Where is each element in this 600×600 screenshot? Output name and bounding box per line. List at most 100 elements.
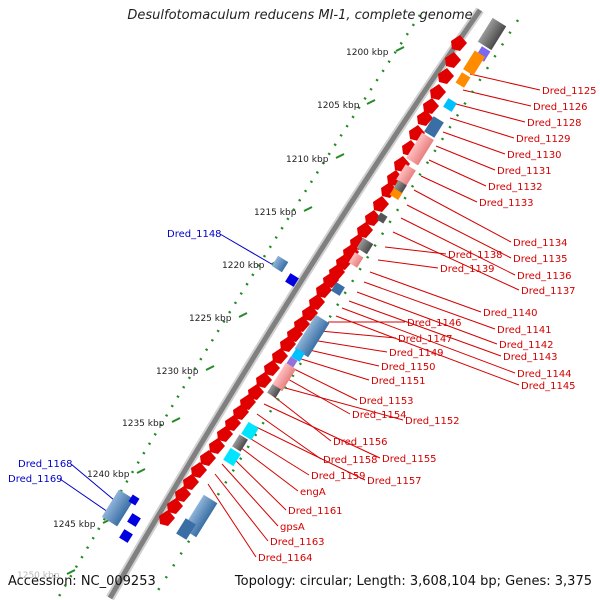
gene-label: Dred_1135 (513, 254, 568, 265)
cds-arrow (240, 394, 256, 410)
leader-line (420, 175, 478, 203)
cds-arrow (309, 294, 325, 310)
leader-line (377, 259, 439, 269)
gene-label: Dred_1147 (398, 334, 453, 345)
scale-label: 1240 kbp (87, 470, 130, 480)
gene-label: Dred_1141 (497, 325, 552, 336)
map-title: Desulfotomaculum reducens MI-1, complete… (127, 8, 473, 23)
gene-label: Dred_1126 (533, 102, 588, 113)
leader-line (469, 73, 541, 91)
scale-tick-mark (335, 153, 345, 159)
leader-line (335, 315, 520, 386)
gene-block (272, 362, 296, 392)
leader-line (348, 300, 502, 357)
leader-line (256, 413, 322, 460)
gene-label: Dred_1149 (389, 348, 444, 359)
scale-label: 1225 kbp (189, 314, 232, 324)
gene-label: Dred_1136 (517, 271, 572, 282)
gene-block (477, 17, 507, 51)
scale-tick-mark (136, 468, 146, 474)
gene-label: Dred_1130 (507, 150, 562, 161)
leader-line (369, 271, 482, 313)
gene-label: Dred_1144 (517, 369, 572, 380)
blue-gene-block (271, 255, 289, 273)
highlight-leader-line (59, 478, 109, 513)
highlight-gene-label: Dred_1148 (167, 229, 222, 240)
scale-tick-mark (303, 206, 313, 212)
cds-arrow (191, 462, 207, 478)
gene-label: Dred_1128 (527, 118, 582, 129)
gene-block (396, 164, 416, 186)
leader-line (235, 443, 299, 492)
gene-label: Dred_1154 (352, 410, 407, 421)
leader-line (363, 281, 496, 330)
gene-block (232, 434, 248, 452)
leader-line (242, 433, 310, 476)
gene-label: Dred_1151 (371, 376, 426, 387)
outer-tick-track (56, 14, 422, 599)
cds-arrow (280, 336, 296, 352)
leader-line (384, 246, 447, 255)
gene-block (406, 132, 434, 166)
scale-label: 1215 kbp (254, 208, 297, 218)
leader-line (442, 131, 506, 155)
cds-arrow (175, 486, 191, 502)
scale-label: 1200 kbp (346, 48, 389, 58)
cds-arrow (225, 415, 241, 431)
gene-label: Dred_1132 (488, 182, 543, 193)
gene-label: Dred_1150 (381, 362, 436, 373)
leader-line (277, 385, 404, 421)
gene-features (101, 17, 507, 543)
gene-block (294, 314, 330, 358)
scale-tick-mark (366, 99, 376, 105)
gene-label: Dred_1163 (270, 537, 325, 548)
gene-label: Dred_1153 (359, 396, 414, 407)
cds-arrow (430, 84, 446, 100)
highlight-gene-label: Dred_1169 (8, 474, 63, 485)
scale-label: 1245 kbp (53, 520, 96, 530)
leader-line (285, 377, 351, 415)
leader-line (413, 189, 512, 243)
leader-line (214, 473, 269, 542)
gene-block (267, 384, 281, 398)
cds-arrow (272, 348, 288, 364)
cds-arrow (365, 210, 381, 226)
cds-arrow (200, 450, 216, 466)
cds-arrow (323, 272, 339, 288)
leader-line (304, 348, 380, 367)
gene-label: gpsA (280, 522, 305, 533)
gene-block (443, 98, 457, 112)
cds-arrow (302, 305, 318, 321)
leader-line (263, 403, 381, 459)
highlight-gene-label: Dred_1168 (18, 459, 73, 470)
scale-tick-mark (171, 417, 181, 423)
gene-block (223, 447, 241, 467)
gene-block (348, 252, 364, 268)
gene-block (455, 72, 471, 88)
gene-block (286, 356, 298, 368)
leader-line (392, 231, 520, 291)
leader-line (207, 483, 257, 558)
inner-tick-track (150, 19, 520, 600)
gene-label: Dred_1155 (382, 454, 437, 465)
scale-labels: 1200 kbp 1205 kbp 1210 kbp 1215 kbp 1220 kbp… (17, 48, 389, 581)
gene-block (291, 348, 305, 362)
gene-label: engA (300, 487, 326, 498)
gene-block (424, 116, 444, 138)
scale-tick-mark (205, 365, 215, 371)
cds-arrow (217, 426, 233, 442)
cds-arrow (287, 326, 303, 342)
gene-labels: Dred_1125 Dred_1126 Dred_1128 Dred_1129 Dred… (8, 86, 597, 564)
cds-arrow (233, 404, 249, 420)
leader-line (228, 453, 287, 511)
gene-block (356, 237, 374, 255)
cds-arrow (336, 254, 352, 270)
gene-block (331, 282, 345, 296)
accession-text: Accession: NC_009253 (8, 574, 156, 589)
gene-label: Dred_1125 (542, 86, 597, 97)
leader-line (406, 204, 512, 259)
gene-label: Dred_1140 (483, 308, 538, 319)
leader-line (319, 330, 397, 339)
cds-arrow (316, 282, 332, 298)
